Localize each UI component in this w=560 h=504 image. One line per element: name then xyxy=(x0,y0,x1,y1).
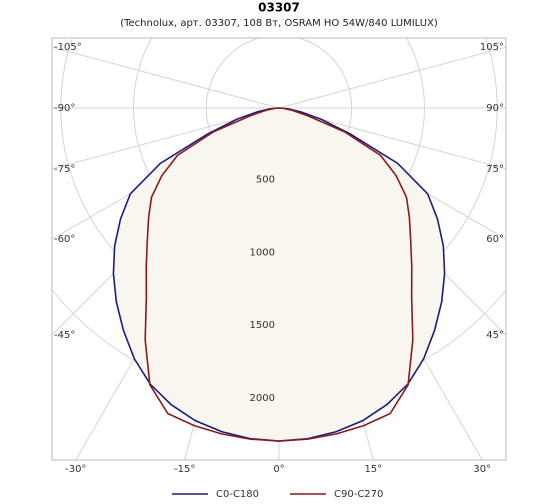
angle-tick-label: -45° xyxy=(54,330,75,341)
labels: -105° -90° -75° -60° -45° -30° -15° 0° 15° 30° 45°… xyxy=(54,42,504,475)
angle-tick-label: -15° xyxy=(174,464,195,475)
angle-tick-label: 15° xyxy=(364,464,382,475)
legend-label: C90-C270 xyxy=(334,489,383,500)
angle-tick-label: -75° xyxy=(54,164,75,175)
r-tick-label: 2000 xyxy=(250,393,275,404)
chart-title: 03307 xyxy=(258,1,300,15)
angle-tick-label: 0° xyxy=(273,464,284,475)
grid-spoke xyxy=(52,46,280,109)
area-fill xyxy=(113,108,445,442)
r-tick-label: 1500 xyxy=(250,320,275,331)
r-tick-label: 1000 xyxy=(250,247,275,258)
angle-tick-label: -30° xyxy=(65,464,86,475)
r-tick-label: 500 xyxy=(256,175,275,186)
angle-tick-label: 30° xyxy=(473,464,491,475)
chart-subtitle: (Technolux, арт. 03307, 108 Вт, OSRAM HO… xyxy=(120,18,438,29)
grid-spoke xyxy=(278,46,506,109)
plot-frame xyxy=(51,37,507,461)
angle-tick-label: -90° xyxy=(54,103,75,114)
angle-tick-label: -105° xyxy=(54,42,82,53)
angle-tick-label: 90° xyxy=(486,103,504,114)
plot-area xyxy=(52,38,506,460)
legend-label: C0-C180 xyxy=(216,489,259,500)
angle-tick-label: 60° xyxy=(486,234,504,245)
angle-tick-label: 105° xyxy=(480,42,504,53)
series-line xyxy=(144,107,414,442)
angle-tick-label: -60° xyxy=(54,234,75,245)
angle-tick-label: 75° xyxy=(486,164,504,175)
angle-tick-label: 45° xyxy=(486,330,504,341)
